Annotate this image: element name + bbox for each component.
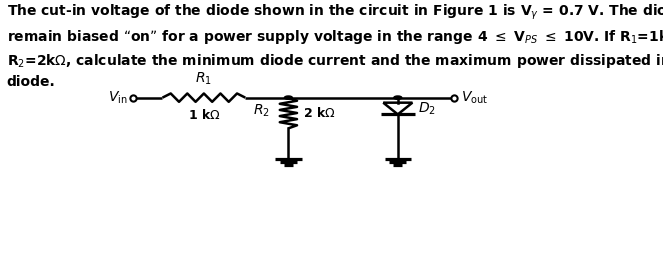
Text: $V_{\rm out}$: $V_{\rm out}$ <box>461 90 488 106</box>
Text: $R_2$: $R_2$ <box>253 103 270 119</box>
Circle shape <box>284 96 292 99</box>
Text: $V_{\rm in}$: $V_{\rm in}$ <box>107 90 127 106</box>
Text: $D_2$: $D_2$ <box>418 100 436 117</box>
Text: The cut-in voltage of the diode shown in the circuit in Figure 1 is V$_\gamma$ =: The cut-in voltage of the diode shown in… <box>7 3 663 89</box>
Text: $R_1$: $R_1$ <box>196 71 212 87</box>
Text: 2 k$\Omega$: 2 k$\Omega$ <box>303 106 335 120</box>
Text: 1 k$\Omega$: 1 k$\Omega$ <box>188 108 220 122</box>
Circle shape <box>394 96 402 99</box>
